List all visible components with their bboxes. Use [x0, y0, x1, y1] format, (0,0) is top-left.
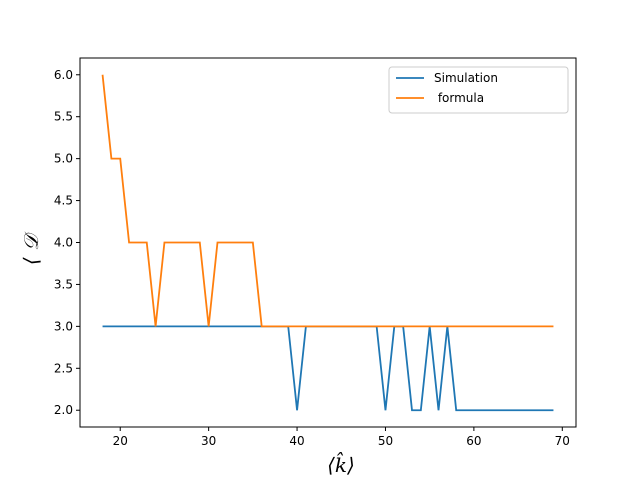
x-tick-label: 50	[378, 434, 393, 448]
y-tick-label: 2.5	[54, 361, 73, 375]
y-tick-label: 6.0	[54, 68, 73, 82]
series-layer	[101, 74, 554, 412]
x-tick-label: 70	[555, 434, 570, 448]
x-tick-label: 30	[201, 434, 216, 448]
y-tick-label: 5.5	[54, 110, 73, 124]
y-tick-label: 3.0	[54, 319, 73, 333]
legend-label-simulation: Simulation	[434, 71, 498, 85]
x-axis-label: ⟨k̂⟩	[327, 451, 355, 477]
y-tick-label: 2.0	[54, 403, 73, 417]
y-axis-label: ⟨ 𝒟	[19, 231, 43, 265]
x-tick-label: 20	[113, 434, 128, 448]
x-axis-ticks: 20 30 40 50 60 70	[113, 427, 570, 448]
y-tick-label: 4.5	[54, 194, 73, 208]
legend-box	[388, 66, 569, 114]
x-tick-label: 40	[289, 434, 304, 448]
legend-label-formula: formula	[434, 91, 484, 105]
y-tick-label: 4.0	[54, 236, 73, 250]
x-tick-label: 60	[466, 434, 481, 448]
legend: Simulation formula	[388, 66, 569, 114]
series-line-formula	[101, 74, 554, 328]
y-tick-label: 5.0	[54, 152, 73, 166]
y-axis-ticks: 2.0 2.5 3.0 3.5 4.0 4.5 5.0 5.5 6.0	[54, 68, 80, 417]
plot-background	[80, 58, 576, 427]
y-tick-label: 3.5	[54, 277, 73, 291]
